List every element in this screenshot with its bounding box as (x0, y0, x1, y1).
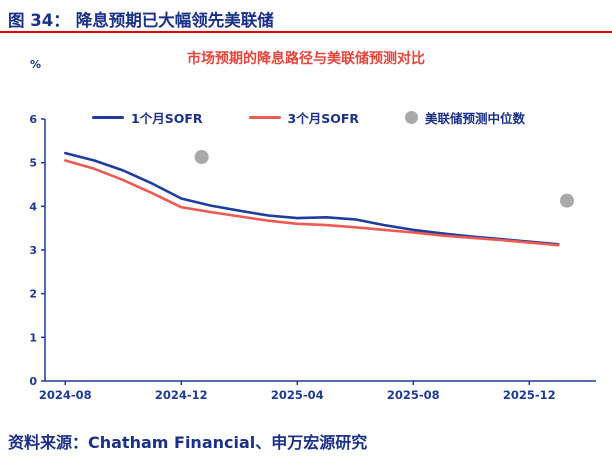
svg-text:2025-12: 2025-12 (503, 388, 556, 402)
legend-item-fed-median: 美联储预测中位数 (405, 108, 525, 127)
source-note: 资料来源：Chatham Financial、申万宏源研究 (8, 433, 368, 452)
legend-dot-swatch-gray (405, 111, 418, 124)
legend-item-1m-sofr: 1个月SOFR (92, 108, 203, 127)
chart-title: 市场预期的降息路径与美联储预测对比 (187, 51, 425, 67)
legend-label-1m-sofr: 1个月SOFR (131, 111, 203, 126)
line-chart-svg: 0 1 2 3 4 5 6 2024-08 2024-12 2025-04 2025-08 2025-… (29, 113, 596, 402)
figure-header: 图 34： 降息预期已大幅领先美联储 (0, 0, 612, 33)
chart-legend: 1个月SOFR 3个月SOFR 美联储预测中位数 (92, 108, 525, 127)
chart-area: 0 1 2 3 4 5 6 2024-08 2024-12 2025-04 2025-08 2025-… (0, 36, 612, 422)
figure-title: 降息预期已大幅领先美联储 (75, 11, 274, 30)
legend-label-fed-median: 美联储预测中位数 (425, 111, 526, 126)
legend-label-3m-sofr: 3个月SOFR (287, 111, 360, 126)
svg-text:2: 2 (29, 288, 37, 301)
svg-text:6: 6 (29, 113, 37, 126)
legend-line-swatch-red (248, 116, 281, 119)
svg-text:5: 5 (29, 157, 37, 170)
legend-item-3m-sofr: 3个月SOFR (248, 108, 360, 127)
figure-label: 图 34： (8, 11, 70, 30)
svg-text:2024-12: 2024-12 (155, 388, 208, 402)
svg-text:4: 4 (29, 200, 37, 213)
y-axis-unit-label: % (30, 58, 42, 71)
svg-text:3: 3 (29, 244, 37, 257)
svg-text:2025-04: 2025-04 (271, 388, 324, 402)
svg-text:0: 0 (29, 375, 37, 388)
svg-text:2024-08: 2024-08 (39, 388, 92, 402)
legend-line-swatch-blue (92, 116, 124, 119)
svg-text:2025-08: 2025-08 (387, 388, 440, 402)
svg-text:1: 1 (29, 331, 37, 344)
